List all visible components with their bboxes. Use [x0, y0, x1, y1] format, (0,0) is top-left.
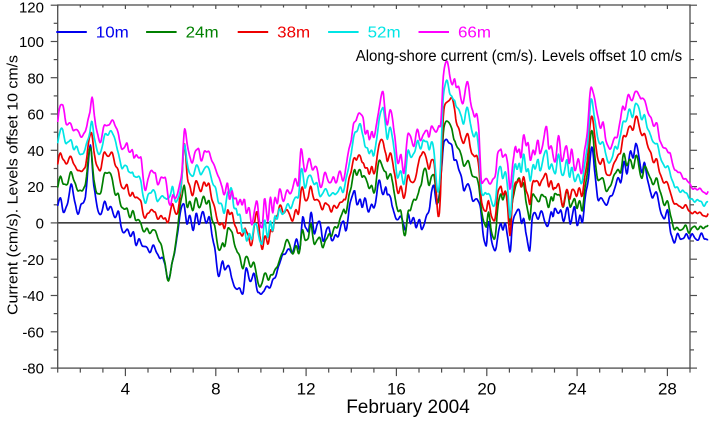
svg-text:66m: 66m [458, 25, 491, 42]
svg-text:4: 4 [121, 380, 130, 399]
svg-text:-60: -60 [22, 324, 44, 341]
svg-text:52m: 52m [368, 25, 401, 42]
svg-text:24: 24 [568, 380, 587, 399]
svg-text:38m: 38m [277, 25, 310, 42]
svg-text:20: 20 [27, 179, 44, 196]
svg-text:20: 20 [477, 380, 496, 399]
svg-text:Current (cm/s). Levels offset: Current (cm/s). Levels offset 10 cm/s [5, 55, 22, 315]
svg-text:28: 28 [658, 380, 677, 399]
svg-text:12: 12 [297, 380, 316, 399]
svg-text:80: 80 [27, 70, 44, 87]
svg-text:-40: -40 [22, 288, 44, 305]
svg-text:40: 40 [27, 143, 44, 160]
svg-text:0: 0 [36, 216, 44, 233]
svg-text:24m: 24m [186, 25, 219, 42]
svg-text:100: 100 [19, 34, 44, 51]
svg-text:Along-shore current (cm/s). Le: Along-shore current (cm/s). Levels offse… [356, 48, 683, 65]
svg-text:-20: -20 [22, 252, 44, 269]
svg-text:February 2004: February 2004 [346, 397, 470, 417]
svg-text:60: 60 [27, 107, 44, 124]
svg-text:-80: -80 [22, 361, 44, 378]
svg-text:120: 120 [19, 0, 44, 16]
svg-text:8: 8 [211, 380, 220, 399]
svg-text:16: 16 [387, 380, 406, 399]
svg-text:10m: 10m [96, 25, 129, 42]
